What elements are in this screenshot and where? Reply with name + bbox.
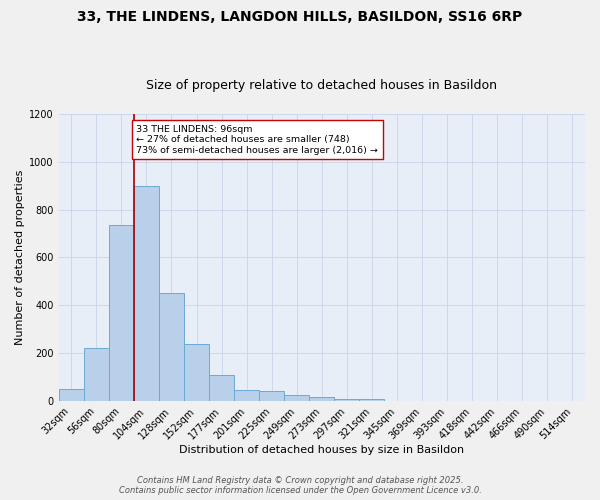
Bar: [84, 348, 109, 401]
X-axis label: Distribution of detached houses by size in Basildon: Distribution of detached houses by size …: [179, 445, 464, 455]
Bar: [159, 294, 184, 401]
Bar: [309, 396, 334, 401]
Y-axis label: Number of detached properties: Number of detached properties: [15, 170, 25, 345]
Bar: [234, 390, 259, 401]
Bar: [359, 399, 385, 401]
Text: Contains HM Land Registry data © Crown copyright and database right 2025.
Contai: Contains HM Land Registry data © Crown c…: [119, 476, 481, 495]
Bar: [284, 395, 309, 401]
Bar: [184, 344, 209, 401]
Text: 33 THE LINDENS: 96sqm
← 27% of detached houses are smaller (748)
73% of semi-det: 33 THE LINDENS: 96sqm ← 27% of detached …: [136, 125, 378, 154]
Bar: [259, 392, 284, 401]
Bar: [334, 399, 359, 401]
Bar: [109, 225, 134, 401]
Text: 33, THE LINDENS, LANGDON HILLS, BASILDON, SS16 6RP: 33, THE LINDENS, LANGDON HILLS, BASILDON…: [77, 10, 523, 24]
Bar: [209, 374, 234, 401]
Bar: [134, 186, 159, 401]
Title: Size of property relative to detached houses in Basildon: Size of property relative to detached ho…: [146, 79, 497, 92]
Bar: [59, 389, 84, 401]
